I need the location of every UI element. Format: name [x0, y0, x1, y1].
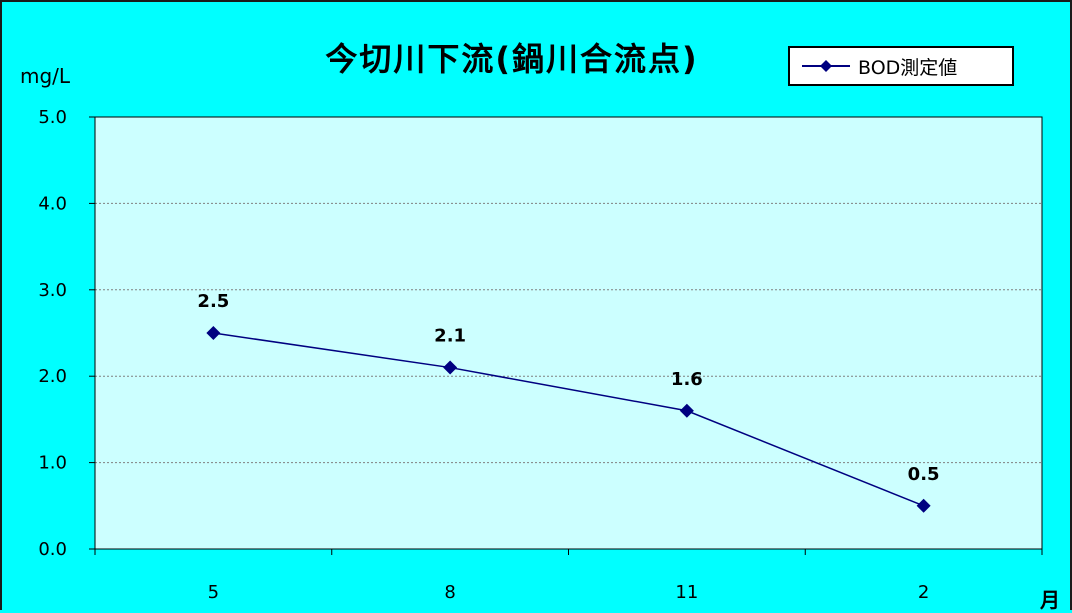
y-axis-unit-label: mg/L — [20, 64, 71, 88]
legend: BOD測定値 — [788, 46, 1014, 86]
chart-title: 今切川下流(鍋川合流点) — [325, 40, 699, 78]
y-tick-label: 0.0 — [38, 539, 67, 560]
legend-series-label: BOD測定値 — [858, 56, 958, 79]
x-tick-label: 5 — [208, 582, 219, 603]
y-tick-label: 1.0 — [38, 453, 67, 474]
x-axis-unit-label: 月 — [1040, 588, 1060, 612]
data-point-marker — [679, 403, 694, 418]
y-tick-label: 3.0 — [38, 280, 67, 301]
y-tick-label: 4.0 — [38, 193, 67, 214]
data-label: 2.5 — [197, 291, 229, 312]
data-label: 1.6 — [671, 369, 703, 390]
y-tick-label: 2.0 — [38, 366, 67, 387]
series-line — [213, 332, 924, 507]
x-tick-label: 2 — [918, 582, 929, 603]
data-label: 0.5 — [908, 464, 940, 485]
data-point-marker — [443, 360, 458, 375]
data-point-marker — [206, 326, 221, 340]
plot-area — [94, 116, 1043, 550]
x-tick-label: 8 — [444, 582, 455, 603]
y-tick-label: 5.0 — [38, 107, 67, 128]
data-point-marker — [916, 498, 931, 513]
x-tick-label: 11 — [675, 582, 698, 603]
legend-line-diamond-icon — [802, 60, 850, 72]
data-label: 2.1 — [434, 326, 466, 347]
